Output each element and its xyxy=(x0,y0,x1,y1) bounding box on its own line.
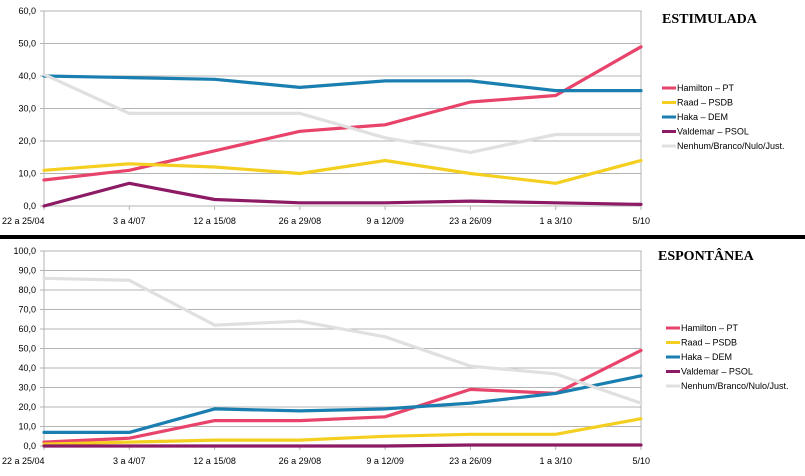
x-tick-label: 12 a 15/08 xyxy=(193,216,236,226)
x-tick-label: 23 a 26/09 xyxy=(449,456,492,466)
x-tick-label: 26 a 29/08 xyxy=(279,456,322,466)
y-tick-label: 50,0 xyxy=(18,344,36,354)
y-tick-label: 60,0 xyxy=(18,6,36,16)
x-tick-label: 1 a 3/10 xyxy=(539,216,572,226)
legend-label: Raad – PSDB xyxy=(677,98,733,108)
plot-frame xyxy=(43,10,642,207)
series-line-3 xyxy=(42,374,643,434)
series-line-2 xyxy=(42,158,643,185)
series-line-4 xyxy=(42,443,643,448)
y-tick-label: 20,0 xyxy=(18,402,36,412)
x-tick-label: 1 a 3/10 xyxy=(539,456,572,466)
y-tick-label: 100,0 xyxy=(13,246,36,256)
y-tick-label: 0,0 xyxy=(23,201,36,211)
x-tick-label: 3 a 4/07 xyxy=(113,456,146,466)
legend-label: Raad – PSDB xyxy=(681,338,737,348)
chart-1: 0,0 10,0 20,0 30,0 40,0 50,0 60,0 22 a 25/04 3 a… xyxy=(2,6,785,226)
y-tick-label: 40,0 xyxy=(18,363,36,373)
legend-label: Haka – DEM xyxy=(677,112,728,122)
y-tick-label: 10,0 xyxy=(18,169,36,179)
chart-2: 0,0 10,0 20,0 30,0 40,0 50,0 60,0 70,0 80,0 90,0 1… xyxy=(2,246,789,466)
series-line-5 xyxy=(42,72,643,154)
x-tick-label: 12 a 15/08 xyxy=(193,456,236,466)
y-tick-label: 30,0 xyxy=(18,383,36,393)
x-tick-label: 5/10 xyxy=(632,216,650,226)
legend-label: Nenhum/Branco/Nulo/Just. xyxy=(677,141,785,151)
y-tick-label: 70,0 xyxy=(18,305,36,315)
x-tick-label: 23 a 26/09 xyxy=(449,216,492,226)
x-tick-label: 26 a 29/08 xyxy=(279,216,322,226)
series-line-1 xyxy=(42,348,643,444)
legend: Hamilton – PT Raad – PSDB Haka – DEM Valdem… xyxy=(662,83,785,151)
legend-label: Haka – DEM xyxy=(681,352,732,362)
legend-label: Hamilton – PT xyxy=(677,83,735,93)
y-tick-label: 0,0 xyxy=(23,441,36,451)
chart-title: ESPONTÂNEA xyxy=(658,247,755,264)
chart-title: ESTIMULADA xyxy=(662,12,758,27)
series-line-2 xyxy=(42,417,643,446)
legend-label: Hamilton – PT xyxy=(681,323,739,333)
y-tick-label: 30,0 xyxy=(18,104,36,114)
y-tick-label: 10,0 xyxy=(18,422,36,432)
x-tick-label: 9 a 12/09 xyxy=(366,216,404,226)
series-line-5 xyxy=(42,276,643,405)
y-tick-label: 90,0 xyxy=(18,266,36,276)
y-tick-label: 40,0 xyxy=(18,71,36,81)
legend-label: Nenhum/Branco/Nulo/Just. xyxy=(681,381,789,391)
x-tick-label: 22 a 25/04 xyxy=(2,216,45,226)
x-tick-label: 5/10 xyxy=(632,456,650,466)
y-tick-label: 50,0 xyxy=(18,39,36,49)
x-tick-label: 22 a 25/04 xyxy=(2,456,45,466)
y-tick-label: 20,0 xyxy=(18,136,36,146)
separator-bar xyxy=(0,235,805,239)
legend-label: Valdemar – PSOL xyxy=(677,127,749,137)
x-tick-label: 9 a 12/09 xyxy=(366,456,404,466)
series-line-1 xyxy=(42,45,643,182)
x-tick-label: 3 a 4/07 xyxy=(113,216,146,226)
y-tick-label: 60,0 xyxy=(18,324,36,334)
series-line-4 xyxy=(42,181,643,208)
series-line-3 xyxy=(42,74,643,93)
y-tick-label: 80,0 xyxy=(18,285,36,295)
legend-label: Valdemar – PSOL xyxy=(681,367,753,377)
legend: Hamilton – PT Raad – PSDB Haka – DEM Valdem… xyxy=(666,323,789,391)
